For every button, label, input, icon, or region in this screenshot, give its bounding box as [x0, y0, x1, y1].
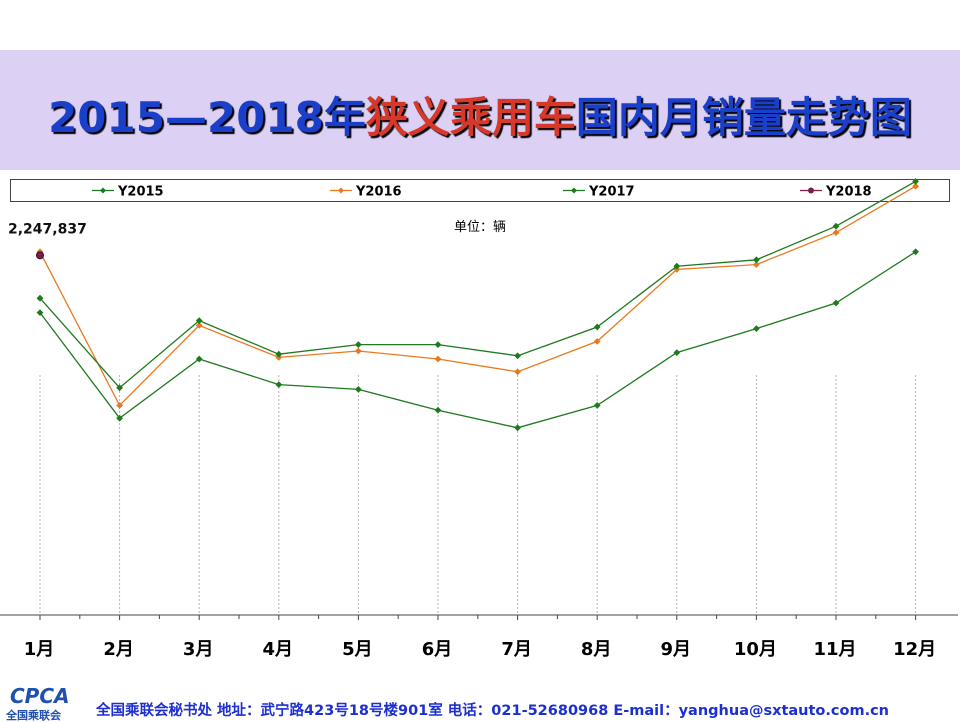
point-y2016-3: [195, 322, 203, 329]
point-y2017-11: [832, 222, 840, 230]
point-y2017-5: [355, 341, 362, 348]
point-y2015-2: [116, 414, 123, 422]
title-part-highlight: 狭义乘用车: [365, 93, 576, 142]
legend-marker-y2017: [571, 187, 577, 194]
x-tick-label: 1月: [24, 639, 55, 660]
point-y2017-2: [116, 384, 123, 392]
x-tick-label: 3月: [183, 639, 214, 660]
point-y2015-7: [514, 424, 521, 432]
point-y2015-10: [753, 325, 760, 332]
point-y2015-12: [912, 248, 919, 256]
point-y2017-10: [753, 256, 760, 264]
legend-label-y2018: Y2018: [825, 185, 872, 200]
x-tick-label: 10月: [734, 639, 777, 660]
title-band: [0, 50, 960, 170]
legend-marker-y2016: [338, 187, 344, 194]
unit-label: 单位：辆: [453, 220, 506, 235]
point-y2015-3: [195, 355, 203, 363]
title-part-rest: 国内月销量走势图: [575, 93, 912, 142]
x-tick-label: 12月: [893, 639, 936, 660]
data-label-y2018-jan: 2,247,837: [8, 221, 87, 237]
x-tick-label: 8月: [581, 639, 612, 660]
series-line-y2016: [39, 185, 916, 407]
point-y2017-7: [514, 352, 521, 360]
point-y2016-7: [514, 368, 521, 376]
point-y2017-4: [275, 350, 283, 358]
x-tick-label: 5月: [342, 639, 373, 660]
footer-contact: 全国乘联会秘书处 地址：武宁路423号18号楼901室 电话：021-52680…: [96, 703, 889, 719]
point-y2017-12: [912, 178, 919, 185]
point-y2016-10: [753, 261, 760, 268]
series-line-y2017: [39, 180, 916, 389]
legend-marker-y2015: [100, 187, 106, 194]
legend-label-y2016: Y2016: [355, 185, 402, 200]
x-tick-label: 6月: [422, 639, 453, 660]
point-y2018-1: [36, 251, 44, 260]
point-y2017-1: [36, 294, 44, 302]
point-y2017-6: [434, 341, 442, 348]
title-part-years: 2015—2018年: [48, 93, 366, 142]
point-y2016-11: [832, 229, 840, 236]
point-y2015-1: [36, 309, 44, 316]
logo-text: CPCA: [10, 684, 70, 708]
x-tick-label: 2月: [103, 639, 134, 660]
point-y2016-6: [434, 355, 442, 363]
chart-title: 2015—2018年狭义乘用车国内月销量走势图: [0, 84, 960, 145]
point-y2017-9: [673, 262, 681, 270]
point-y2015-11: [832, 299, 840, 307]
legend-label-y2015: Y2015: [117, 185, 164, 200]
x-tick-label: 11月: [813, 639, 856, 660]
point-y2016-8: [593, 338, 601, 345]
point-y2015-6: [434, 406, 442, 414]
point-y2016-5: [355, 347, 362, 355]
point-y2017-3: [195, 317, 203, 324]
point-y2017-8: [593, 323, 601, 331]
point-y2016-12: [912, 182, 919, 190]
cpca-logo: CPCA 全国乘联会: [6, 684, 84, 722]
point-y2015-8: [593, 402, 601, 409]
point-y2015-5: [355, 386, 362, 393]
x-tick-label: 4月: [263, 639, 294, 660]
legend: [10, 179, 950, 202]
legend-label-y2017: Y2017: [588, 185, 635, 200]
point-y2015-4: [275, 381, 283, 388]
x-tick-label: 7月: [501, 639, 532, 660]
logo-subtext: 全国乘联会: [6, 709, 61, 722]
point-y2015-9: [673, 349, 681, 356]
point-y2016-2: [116, 402, 123, 409]
legend-marker-y2018: [808, 187, 814, 194]
series-line-y2015: [39, 251, 916, 429]
x-tick-label: 9月: [661, 639, 692, 660]
